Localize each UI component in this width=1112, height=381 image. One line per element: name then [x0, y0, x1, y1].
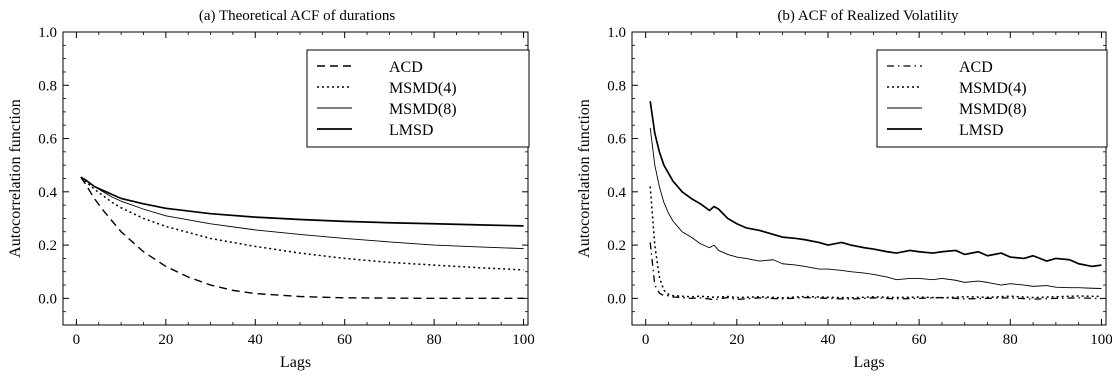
y-tick-label: 0.2 — [38, 238, 57, 254]
y-tick-label: 1.0 — [38, 25, 57, 41]
x-tick-label: 60 — [337, 332, 352, 348]
series-line-lmsd — [649, 101, 1102, 268]
series-line-msmd-8 — [80, 176, 524, 249]
x-axis-label: Lags — [280, 354, 311, 371]
x-tick-label: 0 — [642, 332, 650, 348]
x-tick-label: 100 — [512, 332, 535, 348]
x-tick-label: 100 — [1090, 332, 1112, 348]
chart-panel-2: (b) ACF of Realized Volatility 0 20 40 60 80 1… — [576, 8, 1112, 371]
x-tick-label: 0 — [73, 332, 81, 348]
legend-label: ACD — [959, 59, 993, 76]
y-axis-label: Autocorrelation function — [7, 99, 24, 258]
x-tick-label: 20 — [729, 332, 744, 348]
y-tick-label: 0.6 — [38, 132, 57, 148]
legend-label: LMSD — [389, 122, 433, 139]
x-tick-label: 60 — [912, 332, 927, 348]
x-tick-label: 40 — [248, 332, 263, 348]
legend-label: LMSD — [959, 122, 1003, 139]
series-line-msmd-4 — [649, 186, 1102, 299]
x-tick-label: 20 — [158, 332, 173, 348]
x-tick-label: 40 — [820, 332, 835, 348]
legend-label: ACD — [389, 59, 423, 76]
y-tick-label: 0.8 — [38, 78, 57, 94]
y-tick-label: 0.8 — [607, 78, 626, 94]
legend-label: MSMD(4) — [389, 80, 457, 97]
x-axis-label: Lags — [853, 354, 884, 371]
chart-title: (b) ACF of Realized Volatility — [777, 8, 959, 24]
chart-panel-1: (a) Theoretical ACF of durations 0 20 40 60 8… — [7, 8, 535, 371]
legend-label: MSMD(4) — [959, 80, 1027, 97]
y-tick-label: 0.4 — [38, 185, 57, 201]
y-tick-label: 0.0 — [38, 291, 57, 307]
series-line-acd — [80, 176, 524, 300]
x-tick-label: 80 — [427, 332, 442, 348]
y-tick-label: 0.6 — [607, 132, 626, 148]
legend: ACD MSMD(4) MSMD(8) LMSD — [876, 49, 1108, 148]
chart-title: (a) Theoretical ACF of durations — [199, 8, 396, 24]
legend-label: MSMD(8) — [959, 101, 1027, 118]
legend: ACD MSMD(4) MSMD(8) LMSD — [306, 49, 530, 148]
y-tick-label: 0.2 — [607, 238, 626, 254]
legend-label: MSMD(8) — [389, 101, 457, 118]
series-line-acd — [649, 242, 1102, 301]
y-axis-label: Autocorrelation function — [576, 99, 593, 258]
x-tick-label: 80 — [1003, 332, 1018, 348]
y-tick-label: 1.0 — [607, 25, 626, 41]
series-line-msmd-8 — [649, 127, 1102, 289]
y-tick-label: 0.0 — [607, 291, 626, 307]
y-tick-label: 0.4 — [607, 185, 626, 201]
series-line-lmsd — [80, 176, 524, 227]
